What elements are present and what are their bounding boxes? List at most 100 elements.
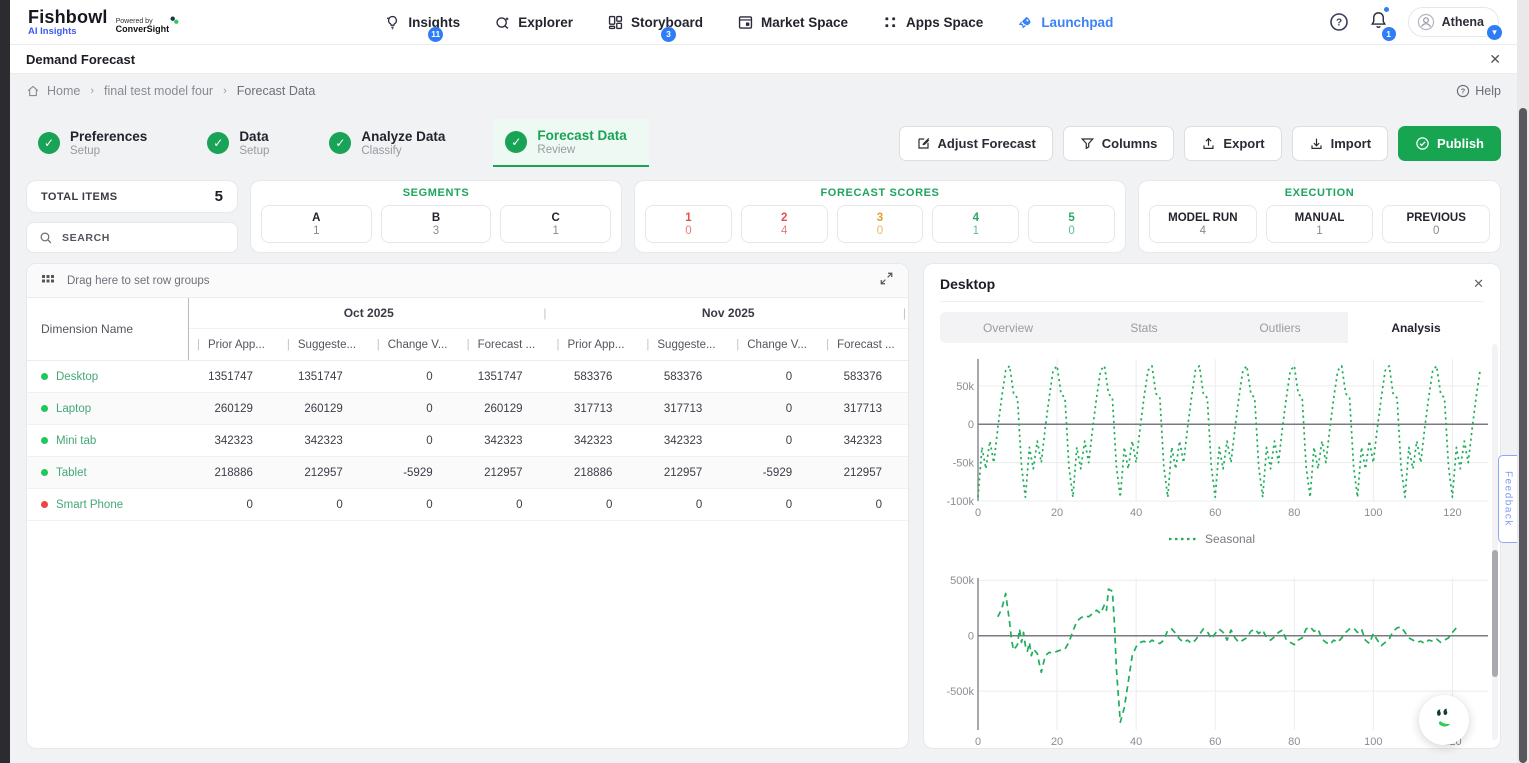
table-row[interactable]: Smart Phone 0 0 0 0 0 0 0 0 xyxy=(27,489,908,521)
svg-text:20: 20 xyxy=(1051,736,1063,748)
breadcrumb-model[interactable]: final test model four xyxy=(104,84,214,98)
feedback-tab[interactable]: Feedback xyxy=(1498,455,1517,543)
user-menu[interactable]: Athena ▾ xyxy=(1407,7,1502,40)
column-header-label: Suggeste... xyxy=(297,338,357,351)
value-cell: 0 xyxy=(785,402,793,415)
tab-overview[interactable]: Overview xyxy=(940,312,1076,343)
step-text: Preferences Setup xyxy=(70,129,147,157)
column-header-label: Change V... xyxy=(747,338,807,351)
columns-button[interactable]: Columns xyxy=(1062,125,1175,161)
nav-item-label: Market Space xyxy=(760,14,849,30)
svg-text:500k: 500k xyxy=(950,575,974,587)
conversight-chat-button[interactable] xyxy=(1419,695,1469,745)
stat-value: 4 xyxy=(1199,224,1207,237)
tab-outliers[interactable]: Outliers xyxy=(1212,312,1348,343)
column-header-label: Change V... xyxy=(387,338,448,351)
column-separator: | xyxy=(826,338,830,351)
table-row[interactable]: Tablet 218886 212957 -5929 212957 218886 21295… xyxy=(27,457,908,489)
dimension-name: Tablet xyxy=(56,466,87,479)
app-window: Fishbowl AI Insights Powered by ConverSi… xyxy=(10,0,1517,763)
dimension-cell: Smart Phone xyxy=(27,489,189,520)
breadcrumb-home[interactable]: Home xyxy=(26,84,80,98)
tab-analysis[interactable]: Analysis xyxy=(1348,312,1484,343)
panel-scrollbar[interactable] xyxy=(1492,344,1498,740)
notifications-button[interactable]: 1 xyxy=(1369,6,1396,41)
table-row[interactable]: Desktop 1351747 1351747 0 1351747 583376 58337… xyxy=(27,361,908,393)
status-dot xyxy=(41,469,48,476)
column-header-forecast[interactable]: | Forecast ... xyxy=(818,329,908,360)
close-page-icon[interactable]: ✕ xyxy=(1489,50,1501,67)
value-cell: 212957 xyxy=(843,466,882,479)
column-header-forecast[interactable]: | Forecast ... xyxy=(459,329,549,360)
value-cell: 0 xyxy=(426,402,433,415)
step-analyze-data[interactable]: ✓ Analyze Data Classify xyxy=(317,119,467,167)
value-cell: 212957 xyxy=(663,466,703,479)
column-header-prior-app[interactable]: | Prior App... xyxy=(189,329,279,360)
stat-previous[interactable]: PREVIOUS 0 xyxy=(1382,205,1491,243)
dimension-name: Mini tab xyxy=(56,434,97,447)
tab-stats[interactable]: Stats xyxy=(1076,312,1212,343)
stat-label: 3 xyxy=(876,211,884,224)
row-group-dropzone[interactable]: Drag here to set row groups xyxy=(27,264,908,298)
step-subtitle: Classify xyxy=(361,144,402,157)
step-preferences[interactable]: ✓ Preferences Setup xyxy=(26,119,169,167)
svg-text:?: ? xyxy=(1461,87,1466,96)
stat-model-run[interactable]: MODEL RUN 4 xyxy=(1149,205,1257,243)
publish-button[interactable]: Publish xyxy=(1398,125,1501,161)
column-header-change-v[interactable]: | Change V... xyxy=(728,329,818,360)
nav-item-insights[interactable]: Insights 11 xyxy=(384,14,460,42)
column-header-prior-app[interactable]: | Prior App... xyxy=(549,329,639,360)
steps: ✓ Preferences Setup ✓ Data Setup ✓ Analyze Data… xyxy=(26,119,649,167)
apps-icon xyxy=(882,14,899,31)
export-button[interactable]: Export xyxy=(1184,125,1282,161)
column-separator: | xyxy=(286,338,290,351)
stat-manual[interactable]: MANUAL 1 xyxy=(1265,205,1374,243)
window-scrollbar[interactable] xyxy=(1517,0,1529,763)
value-cell: 212957 xyxy=(304,466,343,479)
table-row[interactable]: Laptop 260129 260129 0 260129 317713 317713 0 31… xyxy=(27,393,908,425)
nav-item-storyboard[interactable]: Storyboard 3 xyxy=(607,14,703,42)
legend-label: Seasonal xyxy=(1204,532,1256,546)
svg-text:0: 0 xyxy=(975,507,981,519)
forecast-table-panel: Drag here to set row groups Dimension Na… xyxy=(26,263,909,749)
panel-close-icon[interactable]: ✕ xyxy=(1473,276,1484,291)
step-check-icon: ✓ xyxy=(207,131,230,154)
help-icon[interactable]: ? xyxy=(1329,12,1349,32)
value-cell: 317713 xyxy=(663,402,703,415)
column-header-suggeste[interactable]: | Suggeste... xyxy=(279,329,369,360)
step-data[interactable]: ✓ Data Setup xyxy=(195,119,291,167)
adjust-forecast-button[interactable]: Adjust Forecast xyxy=(898,125,1053,161)
nav-item-market-space[interactable]: Market Space xyxy=(737,14,848,31)
edit-icon xyxy=(917,137,929,149)
value-cell: 0 xyxy=(246,498,253,511)
expand-table-icon[interactable] xyxy=(879,271,894,291)
step-forecast-data[interactable]: ✓ Forecast Data Review xyxy=(493,119,649,167)
dimension-name-header[interactable]: Dimension Name xyxy=(27,298,189,360)
import-button[interactable]: Import xyxy=(1291,125,1389,161)
column-header-suggeste[interactable]: | Suggeste... xyxy=(638,329,728,360)
column-separator: | xyxy=(556,338,560,351)
nav-item-launchpad[interactable]: Launchpad xyxy=(1017,14,1113,31)
step-text: Analyze Data Classify xyxy=(361,129,445,157)
stat-label: PREVIOUS xyxy=(1406,211,1466,224)
fishbowl-logo[interactable]: Fishbowl AI Insights Powered by ConverSi… xyxy=(28,8,179,37)
total-items-label: TOTAL ITEMS xyxy=(41,190,118,203)
import-icon xyxy=(1310,138,1322,149)
column-header-change-v[interactable]: | Change V... xyxy=(369,329,459,360)
step-title: Forecast Data xyxy=(537,128,627,144)
nav-item-explorer[interactable]: Explorer xyxy=(494,14,573,31)
table-row[interactable]: Mini tab 342323 342323 0 342323 342323 342323 0… xyxy=(27,425,908,457)
nav-item-apps-space[interactable]: Apps Space xyxy=(882,14,983,31)
nav-item-label: Launchpad xyxy=(1041,14,1114,30)
search-input[interactable] xyxy=(62,231,212,244)
stat-value: 0 xyxy=(685,224,692,237)
help-link[interactable]: ? Help xyxy=(1456,84,1501,98)
